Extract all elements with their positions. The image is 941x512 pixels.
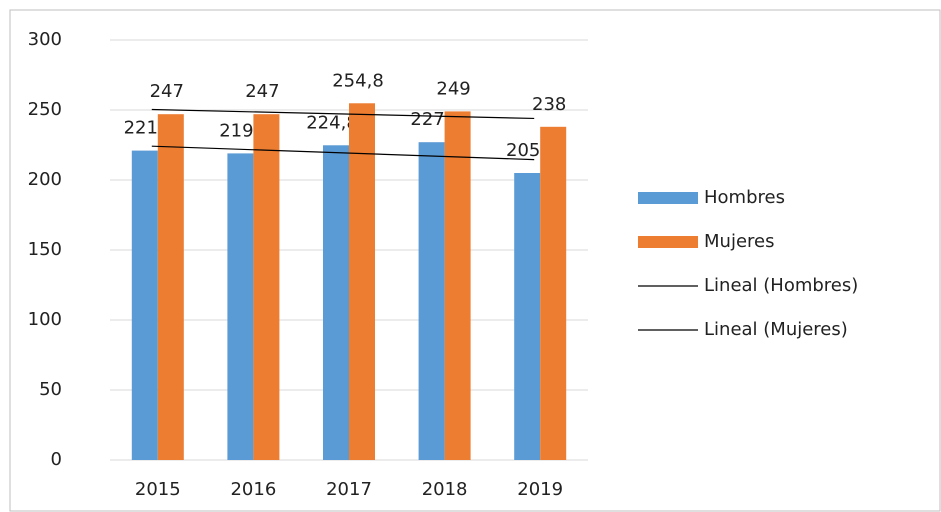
legend-label: Hombres — [704, 187, 785, 208]
bar — [157, 114, 184, 460]
bar — [444, 111, 471, 461]
bar — [323, 145, 349, 460]
data-label: 254,8 — [332, 70, 384, 91]
legend-label: Lineal (Hombres) — [704, 275, 858, 296]
legend-label: Lineal (Mujeres) — [704, 319, 848, 340]
bar — [253, 114, 280, 460]
y-tick-label: 0 — [51, 449, 62, 470]
x-tick-label: 2018 — [422, 479, 468, 500]
bar — [131, 150, 158, 460]
data-label: 221 — [124, 118, 158, 139]
data-label: 238 — [532, 94, 566, 115]
trendline — [151, 108, 535, 120]
data-label: 227 — [410, 109, 444, 130]
data-label: 219 — [219, 120, 253, 141]
x-tick-label: 2015 — [135, 479, 181, 500]
legend-label: Mujeres — [704, 231, 774, 252]
y-tick-label: 250 — [28, 99, 62, 120]
y-tick-label: 50 — [39, 379, 62, 400]
data-label: 249 — [436, 78, 470, 99]
bar — [418, 142, 445, 460]
bar — [227, 153, 254, 460]
y-tick-label: 150 — [28, 239, 62, 260]
legend-swatch — [638, 192, 698, 204]
bar — [540, 126, 567, 461]
data-label: 205 — [506, 140, 540, 161]
x-tick-label: 2016 — [230, 479, 276, 500]
data-label: 247 — [150, 81, 184, 102]
legend-swatch — [638, 236, 698, 248]
data-label: 247 — [245, 81, 279, 102]
bar — [514, 173, 541, 460]
data-label: 224,8 — [306, 112, 358, 133]
bar — [349, 103, 375, 460]
y-tick-label: 100 — [28, 309, 62, 330]
x-tick-label: 2017 — [326, 479, 372, 500]
y-tick-label: 200 — [28, 169, 62, 190]
trendline — [151, 145, 535, 161]
y-tick-label: 300 — [28, 29, 62, 50]
x-tick-label: 2019 — [517, 479, 563, 500]
